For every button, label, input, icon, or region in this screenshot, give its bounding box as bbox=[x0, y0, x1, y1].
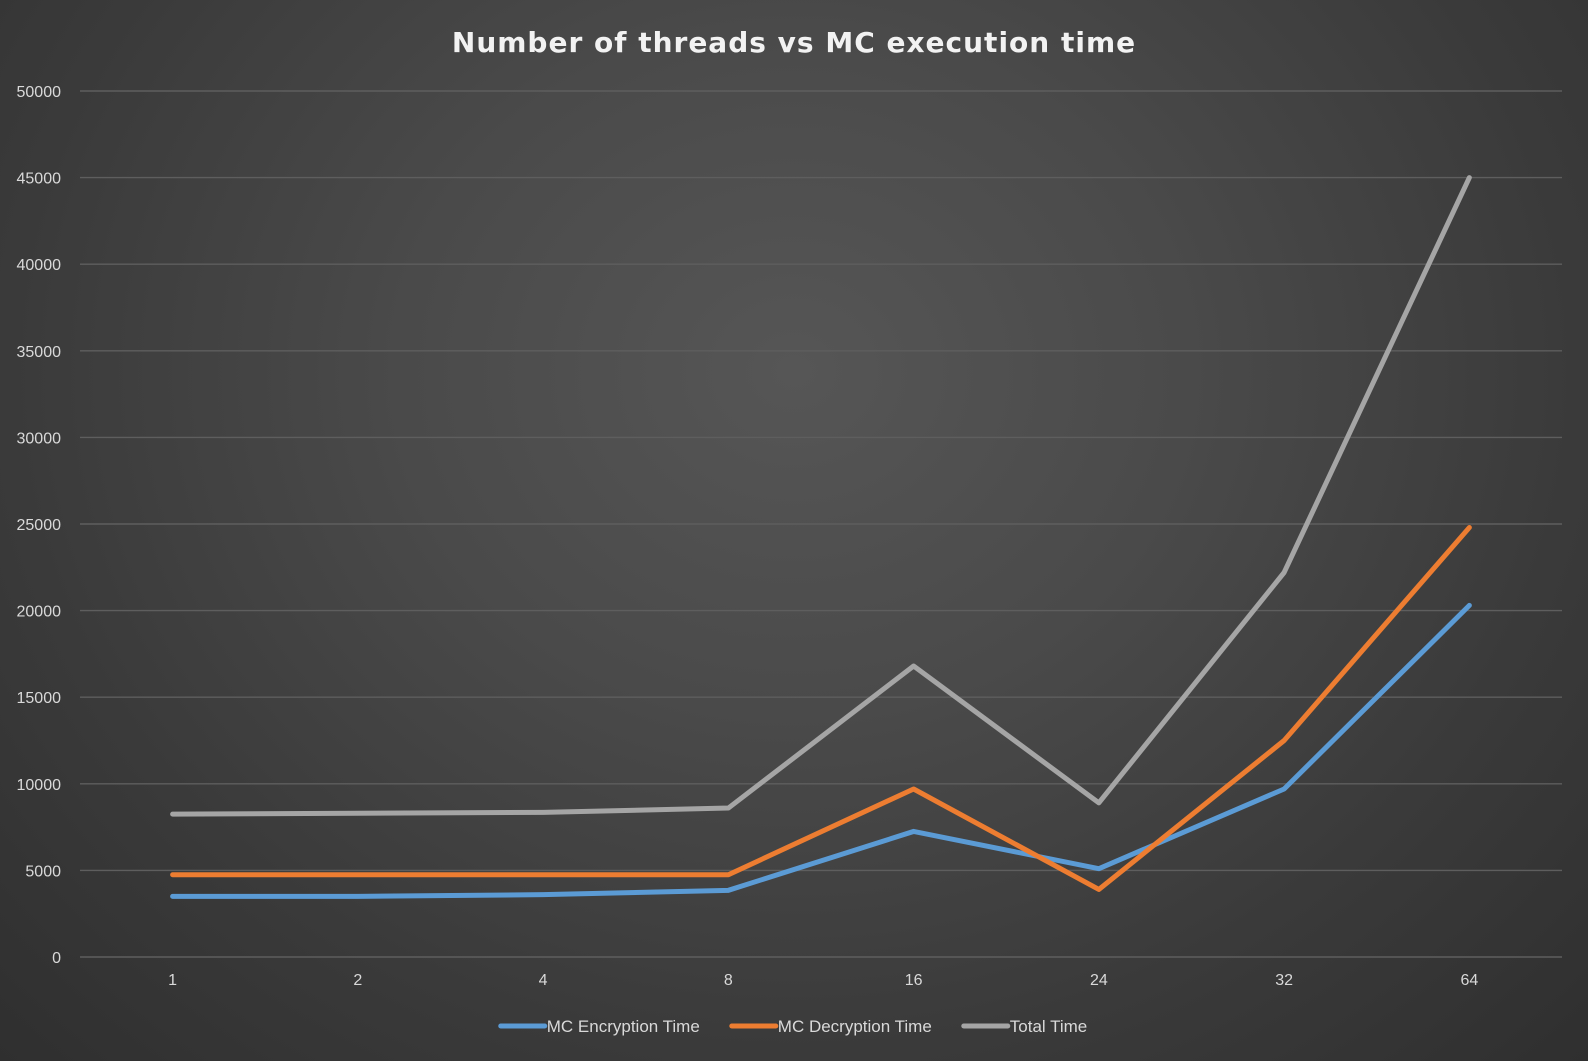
gridlines bbox=[80, 90, 1562, 958]
series-line-1 bbox=[170, 524, 1472, 892]
legend-label: MC Encryption Time bbox=[547, 1017, 700, 1036]
legend-item: MC Encryption Time bbox=[498, 1017, 700, 1036]
legend-item: Total Time bbox=[961, 1017, 1087, 1036]
x-tick-label: 1 bbox=[168, 972, 177, 989]
y-tick-label: 15000 bbox=[17, 690, 62, 707]
x-axis-ticks: 1 2 4 8 16 24 32 64 bbox=[168, 972, 1478, 989]
x-tick-label: 64 bbox=[1460, 972, 1478, 989]
x-tick-label: 2 bbox=[353, 972, 362, 989]
x-tick-label: 8 bbox=[724, 972, 733, 989]
y-tick-label: 5000 bbox=[25, 863, 61, 880]
y-tick-label: 0 bbox=[52, 950, 61, 967]
x-tick-label: 4 bbox=[539, 972, 548, 989]
series-lines bbox=[170, 175, 1472, 899]
chart-title: Number of threads vs MC execution time bbox=[452, 26, 1136, 59]
legend: MC Encryption Time MC Decryption Time Tota… bbox=[498, 1017, 1087, 1036]
y-tick-label: 35000 bbox=[17, 344, 62, 361]
series-line-2 bbox=[170, 175, 1472, 817]
legend-label: MC Decryption Time bbox=[778, 1017, 932, 1036]
x-tick-label: 16 bbox=[905, 972, 923, 989]
legend-label: Total Time bbox=[1010, 1017, 1087, 1036]
y-axis-ticks: 0 5000 10000 15000 20000 25000 30000 35000 40000… bbox=[17, 84, 62, 967]
x-tick-label: 32 bbox=[1275, 972, 1293, 989]
y-tick-label: 25000 bbox=[17, 517, 62, 534]
x-tick-label: 24 bbox=[1090, 972, 1108, 989]
y-tick-label: 45000 bbox=[17, 171, 62, 188]
y-tick-label: 20000 bbox=[17, 604, 62, 621]
y-tick-label: 30000 bbox=[17, 430, 62, 447]
series-line-0 bbox=[170, 602, 1472, 899]
y-tick-label: 40000 bbox=[17, 257, 62, 274]
y-tick-label: 10000 bbox=[17, 777, 62, 794]
y-tick-label: 50000 bbox=[17, 84, 62, 101]
legend-item: MC Decryption Time bbox=[729, 1017, 932, 1036]
